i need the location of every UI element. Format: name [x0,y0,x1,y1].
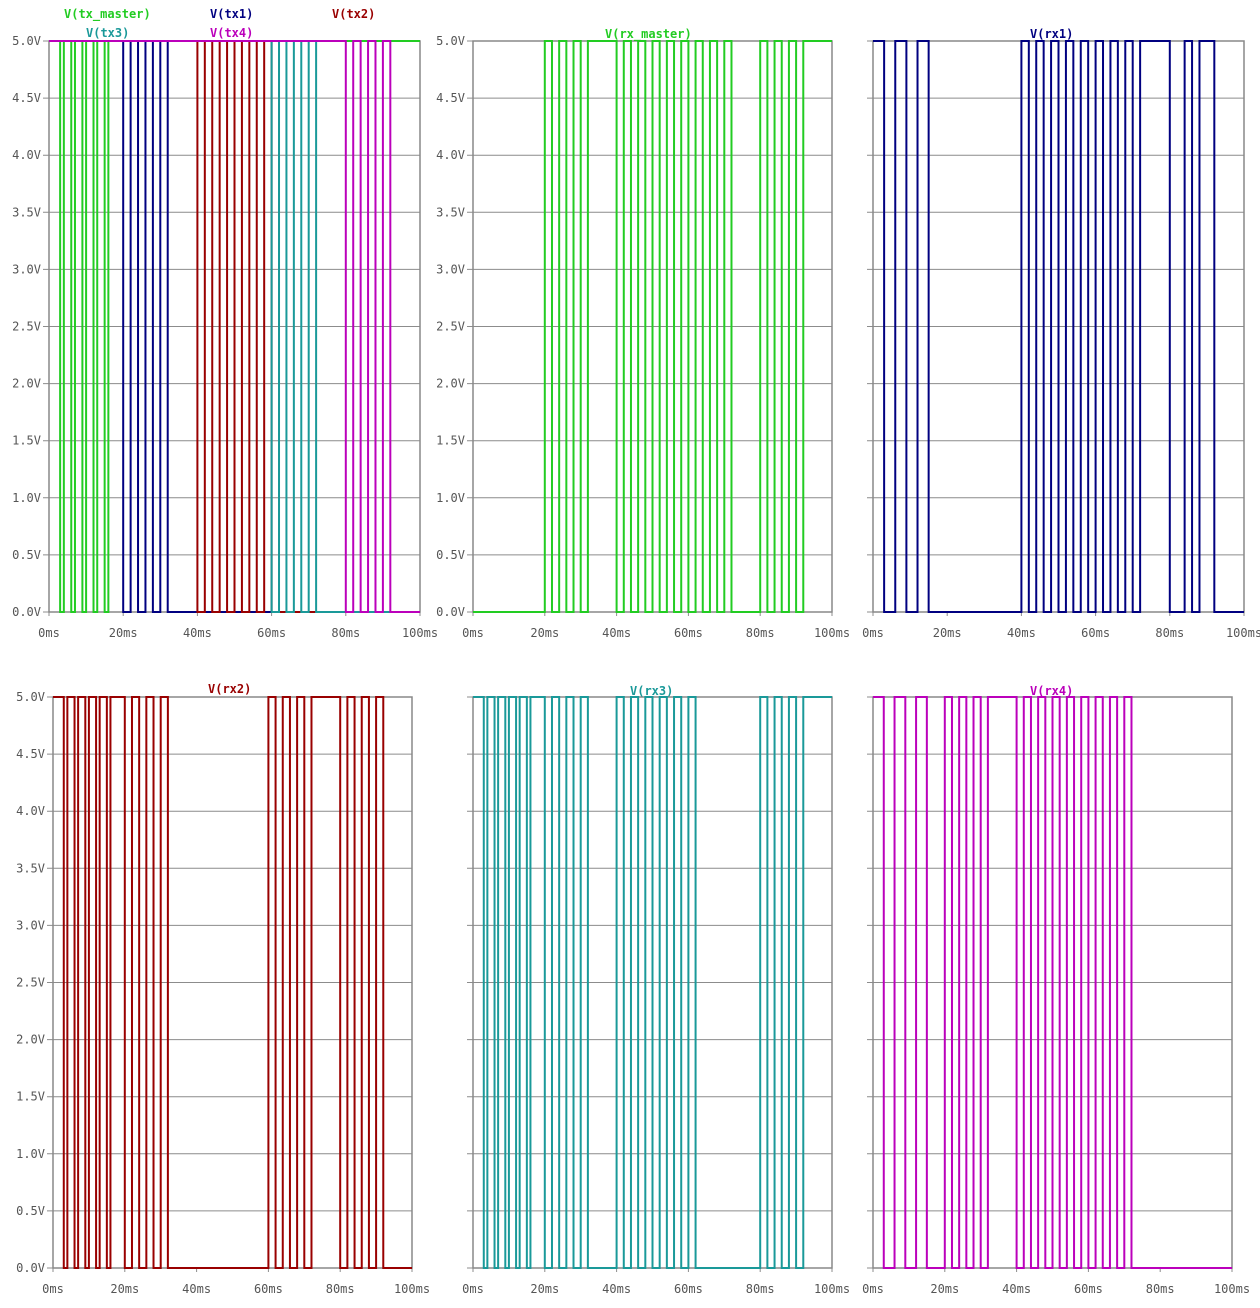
trace-v-tx4 [49,40,420,613]
y-tick-label: 2.0V [16,1033,45,1047]
x-tick-label: 0ms [462,626,484,640]
trace-v-tx2 [49,40,420,613]
trace-v-tx-master [49,40,420,613]
y-tick-label: 1.5V [16,1090,45,1104]
x-tick-label: 80ms [746,1282,775,1296]
x-tick-label: 100ms [1214,1282,1250,1296]
x-tick-label: 60ms [257,626,286,640]
y-tick-label: 5.0V [16,690,45,704]
rx1-panel: 0ms 20ms 40ms 60ms 80ms 100ms V(rx1) [862,27,1260,640]
y-tick-label: 5.0V [436,34,465,48]
y-tick-label: 4.5V [436,91,465,105]
x-tick-label: 40ms [183,626,212,640]
y-tick-label: 0.0V [436,605,465,619]
x-tick-label: 40ms [1007,626,1036,640]
trace-v-rx-master [473,40,832,613]
x-tick-label: 60ms [674,626,703,640]
legend-label: V(tx_master) [64,7,151,22]
x-tick-label: 100ms [394,1282,430,1296]
x-tick-label: 100ms [814,1282,850,1296]
y-tick-label: 3.5V [16,861,45,875]
y-tick-label: 4.0V [12,148,41,162]
x-tick-label: 0ms [42,1282,64,1296]
x-tick-label: 60ms [1074,1282,1103,1296]
legend-label: V(tx1) [210,7,253,21]
x-tick-label: 20ms [109,626,138,640]
x-tick-label: 20ms [530,1282,559,1296]
y-tick-label: 3.0V [12,262,41,276]
y-tick-label: 0.5V [16,1204,45,1218]
x-tick-label: 100ms [814,626,850,640]
legend-label: V(tx2) [332,7,375,21]
y-tick-label: 5.0V [12,34,41,48]
x-tick-label: 60ms [1081,626,1110,640]
x-tick-label: 80ms [326,1282,355,1296]
y-tick-label: 4.5V [12,91,41,105]
rx-master-panel: 0.0V 0.5V 1.0V 1.5V 2.0V 2.5V 3.0V 3.5V 4.0V 4.5V… [436,27,850,640]
y-tick-label: 2.5V [12,320,41,334]
x-tick-label: 60ms [254,1282,283,1296]
x-tick-label: 20ms [530,626,559,640]
y-tick-label: 0.0V [12,605,41,619]
y-tick-label: 4.5V [16,747,45,761]
x-tick-label: 20ms [933,626,962,640]
y-tick-label: 1.0V [16,1147,45,1161]
y-tick-label: 0.5V [12,548,41,562]
x-tick-label: 20ms [930,1282,959,1296]
trace-v-rx4 [873,696,1232,1269]
legend-label: V(rx3) [630,684,673,698]
y-tick-label: 1.0V [436,491,465,505]
x-tick-label: 80ms [331,626,360,640]
x-tick-label: 80ms [1155,626,1184,640]
legend-label: V(rx2) [208,682,251,696]
x-tick-label: 20ms [110,1282,139,1296]
x-tick-label: 60ms [674,1282,703,1296]
legend-label: V(rx1) [1030,27,1073,41]
y-tick-label: 2.0V [436,377,465,391]
y-tick-label: 0.0V [16,1261,45,1275]
y-tick-label: 4.0V [16,804,45,818]
trace-v-rx3 [473,696,832,1269]
x-tick-label: 40ms [602,1282,631,1296]
trace-v-rx1 [873,40,1244,613]
y-tick-label: 1.5V [12,434,41,448]
legend-label: V(rx4) [1030,684,1073,698]
legend-label: V(tx4) [210,26,253,40]
y-tick-label: 3.5V [436,205,465,219]
x-tick-label: 0ms [462,1282,484,1296]
rx2-panel: 0.0V 0.5V 1.0V 1.5V 2.0V 2.5V 3.0V 3.5V 4.0V 4.5V… [16,682,430,1296]
y-tick-label: 1.0V [12,491,41,505]
y-tick-label: 3.0V [436,262,465,276]
x-tick-label: 100ms [402,626,438,640]
y-tick-label: 3.5V [12,205,41,219]
x-tick-label: 40ms [602,626,631,640]
y-tick-label: 3.0V [16,918,45,932]
y-tick-label: 2.0V [12,377,41,391]
x-tick-label: 0ms [38,626,60,640]
legend-label: V(tx3) [86,26,129,40]
legend-label: V(rx_master) [605,27,692,42]
x-tick-label: 100ms [1226,626,1260,640]
x-tick-label: 40ms [1002,1282,1031,1296]
y-tick-label: 4.0V [436,148,465,162]
tx-panel: 0.0V 0.5V 1.0V 1.5V 2.0V 2.5V 3.0V 3.5V 4.0V 4.5V… [12,7,438,640]
x-tick-label: 0ms [862,626,884,640]
rx4-panel: 0ms 20ms 40ms 60ms 80ms 100ms V(rx4) [862,684,1250,1296]
x-tick-label: 80ms [1146,1282,1175,1296]
y-tick-label: 0.5V [436,548,465,562]
trace-v-rx2 [53,696,412,1269]
x-tick-label: 40ms [182,1282,211,1296]
x-tick-label: 0ms [862,1282,884,1296]
x-tick-label: 80ms [746,626,775,640]
y-tick-label: 2.5V [16,976,45,990]
rx3-panel: 0ms 20ms 40ms 60ms 80ms 100ms V(rx3) [462,684,850,1296]
y-tick-label: 2.5V [436,320,465,334]
y-tick-label: 1.5V [436,434,465,448]
